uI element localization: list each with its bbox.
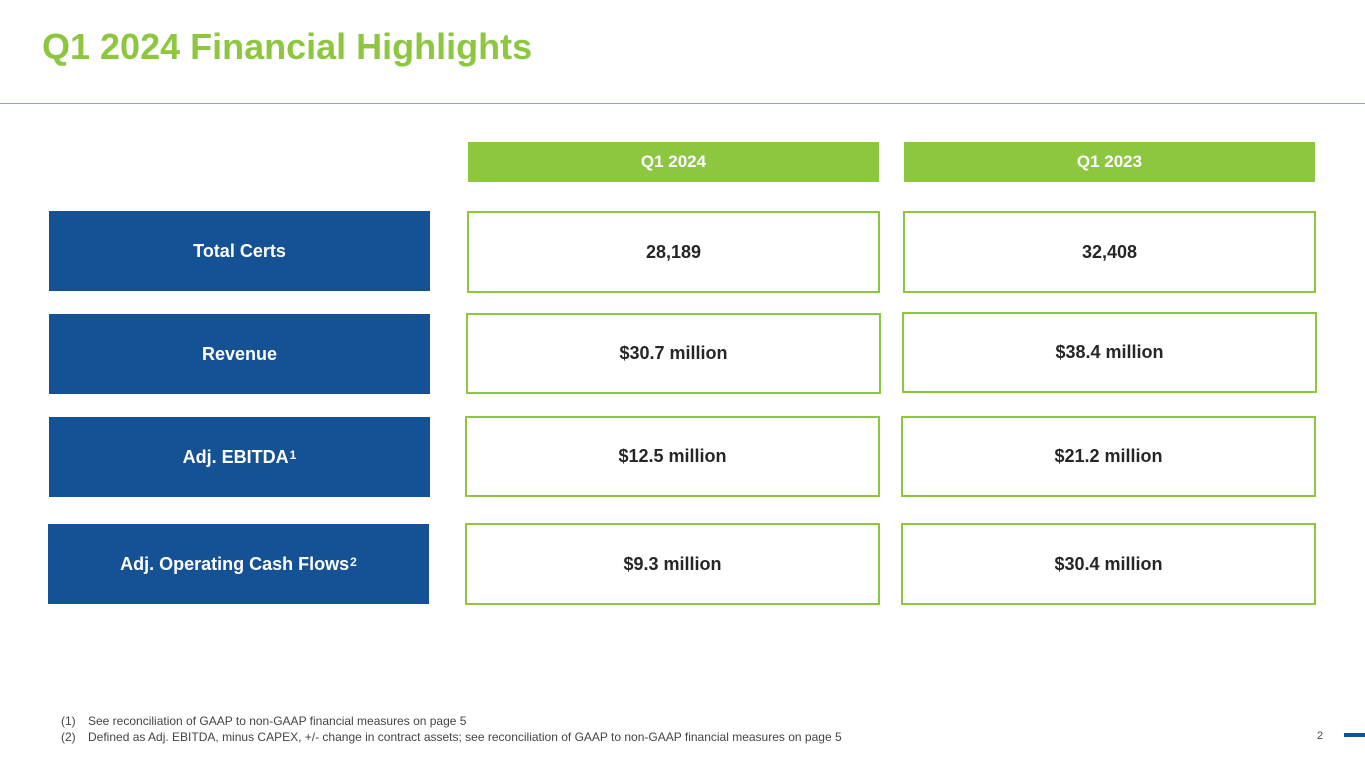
row-label-text: Adj. Operating Cash Flows <box>120 553 350 574</box>
page-title: Q1 2024 Financial Highlights <box>42 26 533 67</box>
row-label-text: Total Certs <box>193 240 286 261</box>
value-adj-operating-cash-flows-q1-2024: $9.3 million <box>465 523 880 605</box>
footnote-number: (2) <box>61 730 76 744</box>
row-label-revenue: Revenue <box>49 314 430 394</box>
row-label-adj-ebitda: Adj. EBITDA 1 <box>49 417 430 497</box>
value-adj-ebitda-q1-2023: $21.2 million <box>901 416 1316 497</box>
footnote-text: See reconciliation of GAAP to non-GAAP f… <box>88 714 467 728</box>
footnote-2: (2) Defined as Adj. EBITDA, minus CAPEX, … <box>61 729 842 745</box>
value-total-certs-q1-2023: 32,408 <box>903 211 1316 293</box>
column-header-q1-2023: Q1 2023 <box>904 142 1315 182</box>
footnote-text: Defined as Adj. EBITDA, minus CAPEX, +/-… <box>88 730 842 744</box>
value-revenue-q1-2023: $38.4 million <box>902 312 1317 393</box>
value-adj-ebitda-q1-2024: $12.5 million <box>465 416 880 497</box>
footnotes: (1) See reconciliation of GAAP to non-GAA… <box>61 713 842 745</box>
value-total-certs-q1-2024: 28,189 <box>467 211 880 293</box>
value-revenue-q1-2024: $30.7 million <box>466 313 881 394</box>
row-label-total-certs: Total Certs <box>49 211 430 291</box>
column-header-q1-2024: Q1 2024 <box>468 142 879 182</box>
footnote-1: (1) See reconciliation of GAAP to non-GAA… <box>61 713 842 729</box>
row-label-adj-operating-cash-flows: Adj. Operating Cash Flows 2 <box>48 524 429 604</box>
footnote-number: (1) <box>61 714 76 728</box>
footnote-ref-1: 1 <box>289 448 297 462</box>
page-number: 2 <box>1317 730 1324 742</box>
row-label-text: Revenue <box>201 343 278 364</box>
corner-accent-bar <box>1344 733 1365 737</box>
title-divider <box>0 103 1365 104</box>
footnote-ref-2: 2 <box>350 555 357 569</box>
row-label-text: Adj. EBITDA <box>182 446 289 467</box>
value-adj-operating-cash-flows-q1-2023: $30.4 million <box>901 523 1316 605</box>
